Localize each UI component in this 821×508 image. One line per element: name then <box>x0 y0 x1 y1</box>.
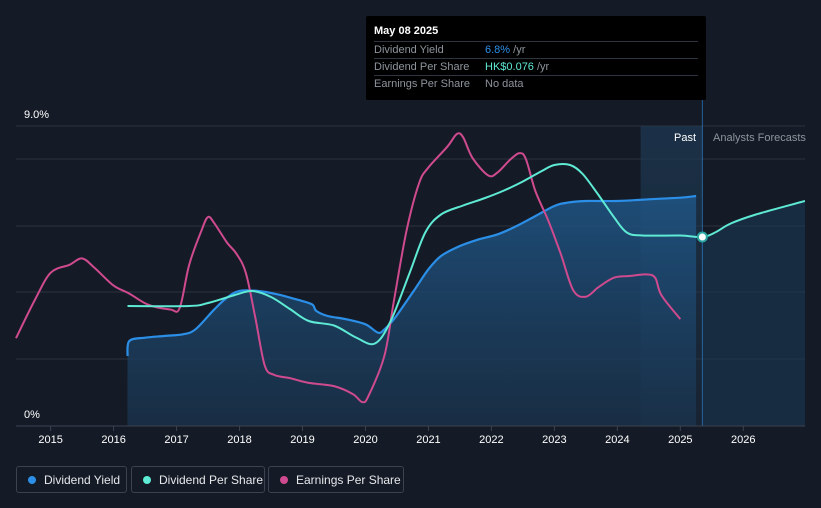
x-tick-label: 2018 <box>227 434 251 446</box>
x-tick-label: 2020 <box>353 434 377 446</box>
tooltip-row-dividend-per-share: Dividend Per Share HK$0.076 /yr <box>374 58 698 76</box>
past-label: Past <box>674 132 697 144</box>
tooltip-label: Dividend Per Share <box>374 61 470 73</box>
dividend-yield-area <box>127 196 697 426</box>
tooltip-row-earnings-per-share: Earnings Per Share No data <box>374 75 698 93</box>
legend-label: Earnings Per Share <box>296 472 401 487</box>
x-tick-label: 2022 <box>479 434 503 446</box>
x-tick-label: 2017 <box>164 434 188 446</box>
tooltip-value: 6.8% /yr <box>485 44 526 56</box>
x-tick-label: 2015 <box>38 434 62 446</box>
tooltip-value: No data <box>485 78 524 90</box>
x-tick-label: 2019 <box>290 434 314 446</box>
x-tick-label: 2021 <box>416 434 440 446</box>
legend-dot-icon <box>143 475 151 484</box>
tooltip-date: May 08 2025 <box>374 25 439 37</box>
legend-earnings-per-share[interactable]: Earnings Per Share <box>268 466 404 493</box>
y-axis-max-label: 9.0% <box>24 109 50 121</box>
legend-dividend-per-share[interactable]: Dividend Per Share <box>131 466 265 493</box>
legend-label: Dividend Yield <box>44 472 121 487</box>
legend-dot-icon <box>28 475 36 484</box>
earnings-per-share-line <box>15 132 682 404</box>
legend-label: Dividend Per Share <box>159 472 264 487</box>
forecast-area <box>702 201 805 426</box>
x-tick-label: 2026 <box>731 434 755 446</box>
today-marker[interactable] <box>696 231 708 243</box>
tooltip-label: Dividend Yield <box>374 44 444 56</box>
x-tick-label: 2023 <box>542 434 566 446</box>
legend-dot-icon <box>280 475 288 484</box>
tooltip-value: HK$0.076 /yr <box>485 61 550 73</box>
legend-dividend-yield[interactable]: Dividend Yield <box>16 466 127 493</box>
forecast-label: Analysts Forecasts <box>713 132 806 144</box>
x-tick-label: 2024 <box>605 434 629 446</box>
x-tick-label: 2016 <box>101 434 125 446</box>
tooltip-label: Earnings Per Share <box>374 78 470 90</box>
y-axis-min-label: 0% <box>24 409 40 421</box>
dividend-yield-line <box>126 194 697 357</box>
tooltip-row-dividend-yield: Dividend Yield 6.8% /yr <box>374 41 698 59</box>
x-tick-label: 2025 <box>668 434 692 446</box>
dividend-per-share-line <box>127 163 805 346</box>
tooltip: May 08 2025 Dividend Yield 6.8% /yr Divi… <box>366 16 706 100</box>
